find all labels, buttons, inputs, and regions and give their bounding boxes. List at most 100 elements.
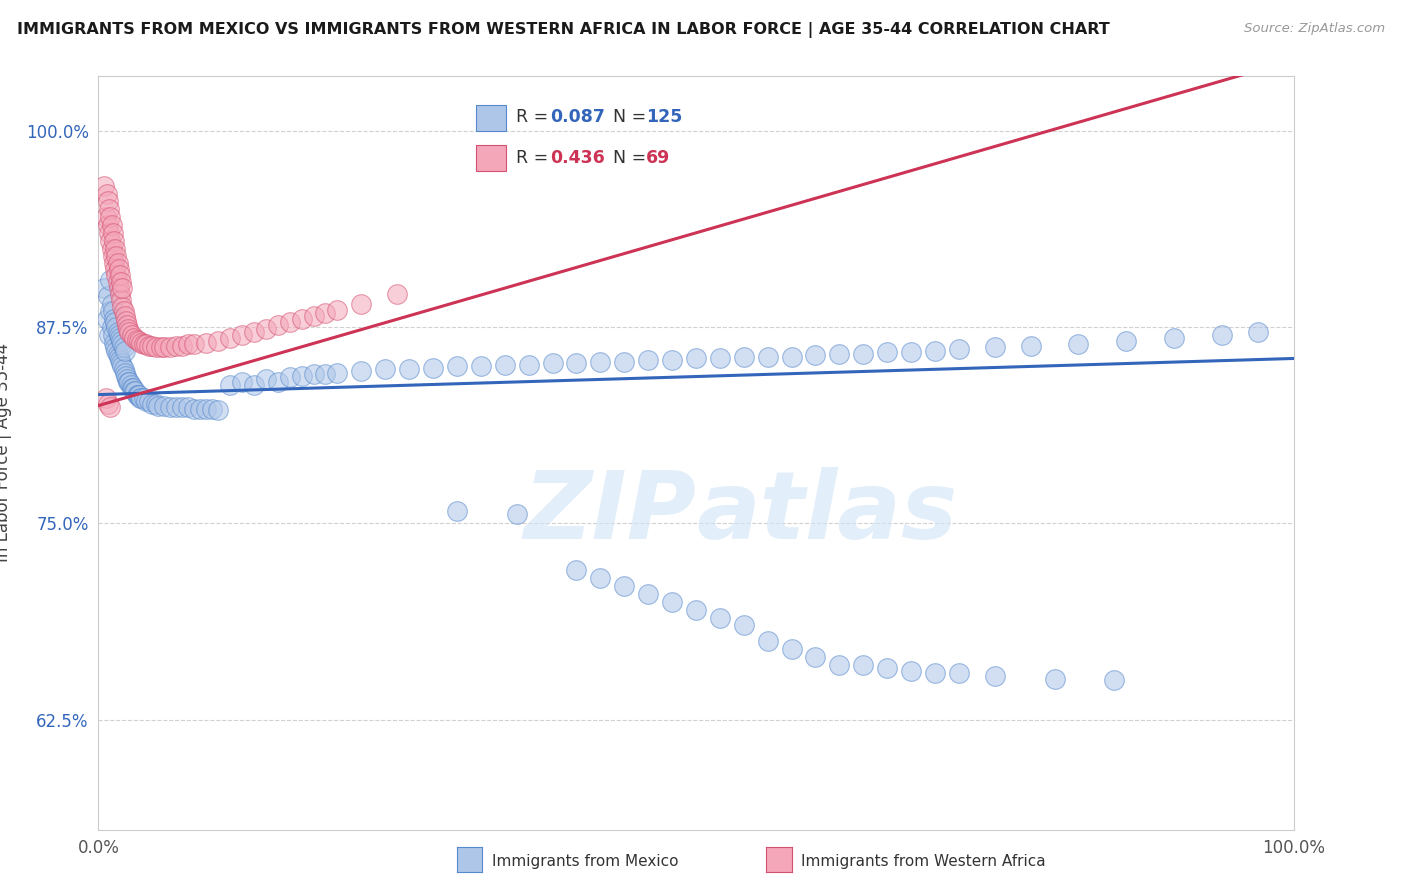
Point (105, 268, 128, 283)
Point (96, 312, 118, 326)
Point (101, 304, 124, 318)
Point (112, 362, 135, 376)
Point (326, 366, 349, 380)
Point (326, 302, 349, 317)
Point (350, 296, 373, 310)
Point (219, 378, 242, 392)
Point (141, 339, 163, 353)
Point (96, 186, 118, 201)
Point (984, 668, 1007, 682)
Point (613, 354, 636, 368)
Point (291, 312, 314, 326)
Point (145, 397, 167, 411)
Point (565, 356, 588, 370)
Point (159, 400, 181, 414)
Point (188, 401, 211, 416)
Point (148, 399, 170, 413)
Point (100, 320, 122, 334)
Point (138, 393, 160, 408)
Point (350, 364, 373, 378)
Point (121, 381, 143, 395)
Point (104, 242, 127, 256)
Point (613, 579, 636, 593)
Point (104, 262, 127, 277)
Point (828, 657, 851, 672)
Text: ZIP: ZIP (523, 467, 696, 559)
Point (254, 372, 277, 386)
Point (108, 287, 131, 301)
Point (124, 384, 146, 399)
Point (124, 384, 146, 399)
Point (315, 306, 337, 320)
Point (131, 391, 153, 405)
Point (183, 337, 205, 351)
Point (165, 400, 187, 414)
Point (219, 331, 242, 345)
Point (828, 347, 851, 361)
Point (804, 649, 827, 664)
Point (138, 339, 160, 353)
Point (98, 304, 122, 318)
Point (97, 194, 120, 209)
Text: atlas: atlas (696, 467, 957, 559)
Point (201, 401, 224, 416)
Point (267, 318, 290, 333)
Point (105, 249, 128, 263)
Point (733, 618, 755, 632)
Point (661, 353, 683, 368)
Point (98, 202, 121, 217)
Point (172, 400, 194, 414)
Point (101, 226, 124, 240)
Point (231, 327, 253, 342)
Point (153, 341, 176, 355)
Point (637, 353, 659, 368)
Point (756, 350, 779, 364)
Point (115, 314, 138, 328)
Point (111, 300, 134, 314)
Point (110, 334, 132, 349)
Point (115, 368, 138, 383)
Point (709, 610, 731, 624)
Point (107, 325, 129, 339)
Point (422, 360, 444, 375)
Point (446, 359, 468, 374)
Point (98, 234, 122, 248)
Point (103, 312, 125, 326)
Point (135, 393, 157, 408)
Point (177, 337, 200, 351)
Point (107, 327, 129, 342)
Point (541, 356, 564, 370)
Point (114, 309, 136, 323)
Point (115, 372, 138, 386)
Point (195, 401, 218, 416)
Point (948, 665, 970, 680)
Point (108, 353, 131, 368)
Point (685, 351, 707, 366)
Point (1019, 339, 1042, 353)
Point (254, 321, 277, 335)
Point (195, 335, 218, 350)
Point (112, 341, 135, 355)
Point (117, 375, 139, 389)
Point (172, 339, 194, 353)
Point (1104, 673, 1126, 688)
Text: Immigrants from Mexico: Immigrants from Mexico (492, 855, 679, 869)
Point (93, 178, 115, 193)
Point (132, 337, 155, 351)
Point (98, 273, 122, 287)
Point (278, 315, 301, 329)
Point (243, 378, 266, 392)
Point (118, 375, 141, 389)
Point (900, 664, 922, 678)
Point (108, 268, 131, 283)
Point (149, 341, 172, 355)
Point (302, 367, 325, 381)
Point (107, 281, 129, 295)
Point (135, 337, 157, 351)
Point (804, 348, 827, 362)
Point (104, 341, 127, 355)
Point (94, 210, 117, 224)
Point (107, 275, 129, 289)
Point (110, 275, 132, 289)
Point (159, 341, 181, 355)
